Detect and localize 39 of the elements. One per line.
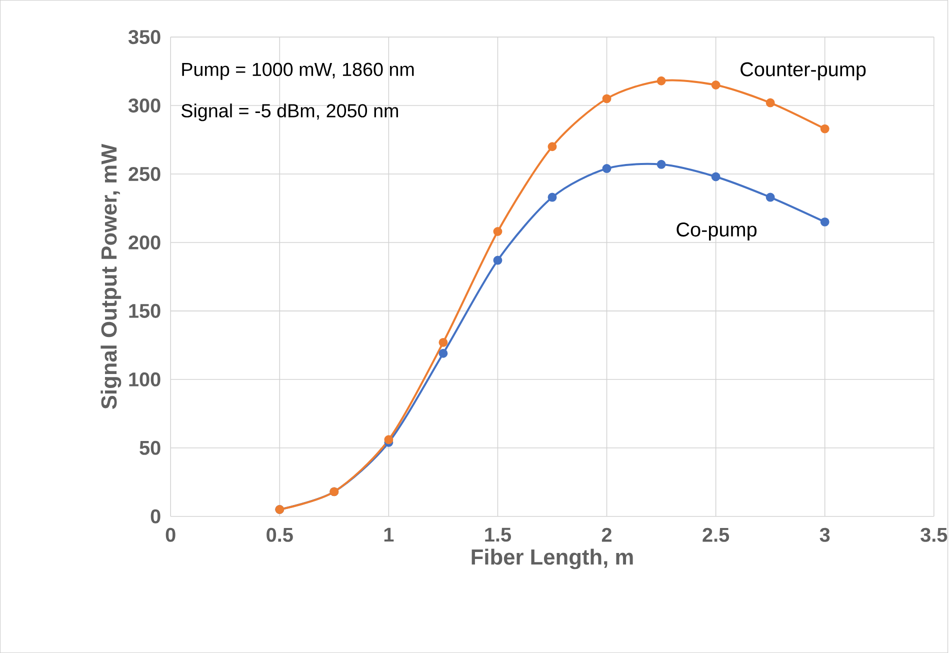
x-tick-label: 3	[820, 528, 830, 542]
annotation: Signal = -5 dBm, 2050 nm	[182, 104, 398, 122]
x-tick-label: 2.5	[702, 528, 730, 542]
point	[602, 94, 612, 104]
point	[438, 348, 448, 358]
x-axis-title: Fiber Length, m	[472, 548, 633, 570]
y-tick-label: 50	[140, 440, 160, 455]
x-tick-label: 2	[602, 528, 612, 542]
point	[548, 142, 557, 152]
y-tick-label: 350	[128, 30, 160, 44]
point	[766, 192, 775, 202]
point	[656, 76, 666, 86]
y-axis-title: Signal Output Power, mW	[100, 144, 122, 409]
y-tick-label: 100	[129, 372, 160, 386]
point	[820, 124, 830, 134]
point	[548, 192, 557, 202]
point	[711, 172, 720, 182]
point	[493, 256, 502, 265]
x-tick-label: 3.5	[920, 528, 948, 542]
y-tick-label: 250	[128, 166, 160, 181]
y-tick-label: 300	[128, 98, 160, 113]
point	[711, 80, 720, 90]
series-label: Counter-pump	[740, 62, 866, 80]
x-tick-label: 0	[166, 528, 176, 542]
series-label: Co-pump	[676, 222, 757, 240]
y-tick-label: 200	[128, 235, 160, 250]
y-tick-label: 150	[129, 304, 160, 318]
point	[766, 98, 775, 108]
point	[656, 160, 666, 169]
y-tick-label: 0	[150, 509, 160, 524]
x-tick-label: 1	[384, 528, 394, 542]
point	[493, 226, 502, 236]
annotation: Pump = 1000 mW, 1860 nm	[182, 62, 414, 80]
point	[820, 217, 830, 226]
point	[384, 435, 394, 444]
x-tick-label: 0.5	[266, 528, 293, 542]
point	[438, 338, 448, 347]
point	[602, 164, 612, 173]
x-tick-label: 1.5	[485, 528, 511, 542]
